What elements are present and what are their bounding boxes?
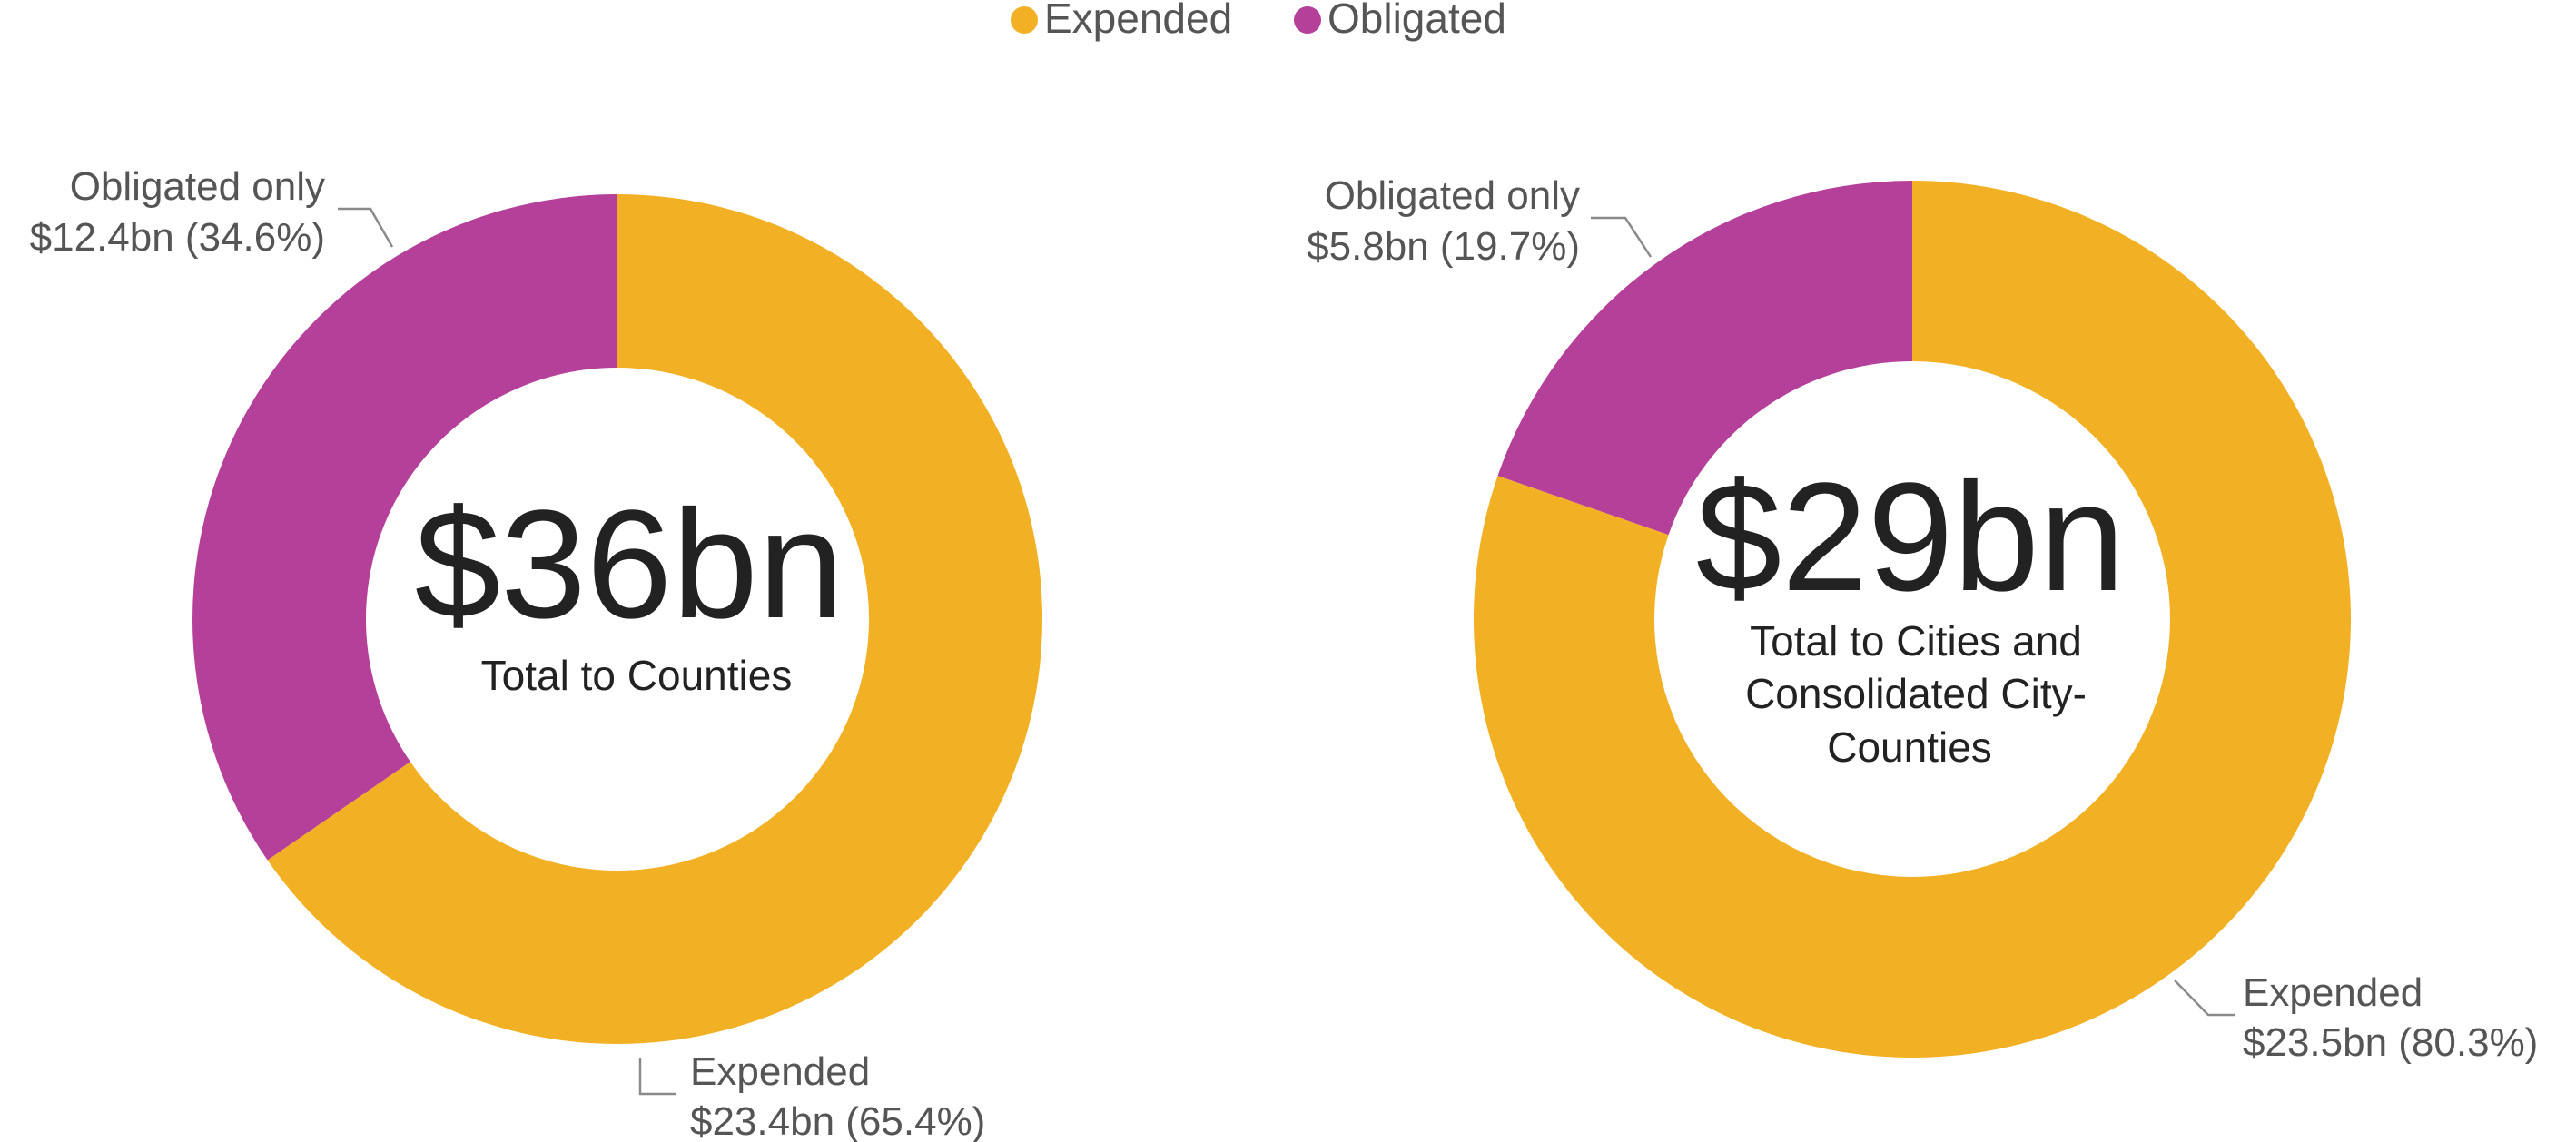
donut-slices-counties <box>192 194 1042 1044</box>
leader-line-obligated-counties <box>338 207 394 248</box>
slice-label-obligated-cities: Obligated only <box>1325 173 1580 218</box>
donut-slices-cities <box>1474 181 2352 1058</box>
center-label-cities-line-2: Consolidated City- <box>1745 670 2087 717</box>
legend: Expended Obligated <box>1011 0 1506 42</box>
leader-line-obligated-cities <box>1591 216 1653 258</box>
legend-swatch-obligated <box>1294 6 1321 34</box>
legend-label-obligated: Obligated <box>1327 0 1506 42</box>
center-label-cities-line-1: Total to Cities and <box>1750 617 2082 665</box>
center-value-counties: $36bn <box>415 478 844 651</box>
donut-slice-expended-cities <box>1474 181 2352 1058</box>
center-value-cities: $29bn <box>1696 451 2126 624</box>
slice-value-expended-counties: $23.4bn (65.4%) <box>690 1099 985 1142</box>
legend-swatch-expended <box>1011 6 1038 34</box>
slice-label-expended-cities: Expended <box>2243 970 2423 1015</box>
slice-value-obligated-counties: $12.4bn (34.6%) <box>30 215 325 260</box>
center-label-cities-line-3: Counties <box>1827 724 1992 771</box>
donut-slice-obligated-cities <box>1497 181 1912 536</box>
slice-value-obligated-cities: $5.8bn (19.7%) <box>1307 224 1580 269</box>
slice-label-expended-counties: Expended <box>690 1049 870 1094</box>
donut-chart-cities: $29bn Total to Cities and Consolidated C… <box>1307 173 2538 1065</box>
slice-value-expended-cities: $23.5bn (80.3%) <box>2243 1020 2538 1065</box>
leader-line-expended-cities <box>2174 980 2235 1017</box>
center-label-counties: Total to Counties <box>481 652 793 699</box>
donut-slice-expended-counties <box>267 194 1042 1044</box>
donut-slice-obligated-counties <box>192 194 617 861</box>
slice-label-obligated-counties: Obligated only <box>70 164 325 209</box>
legend-label-expended: Expended <box>1044 0 1232 42</box>
leader-line-expended-counties <box>638 1058 676 1096</box>
donut-chart-counties: $36bn Total to Counties Obligated only $… <box>30 164 1042 1142</box>
